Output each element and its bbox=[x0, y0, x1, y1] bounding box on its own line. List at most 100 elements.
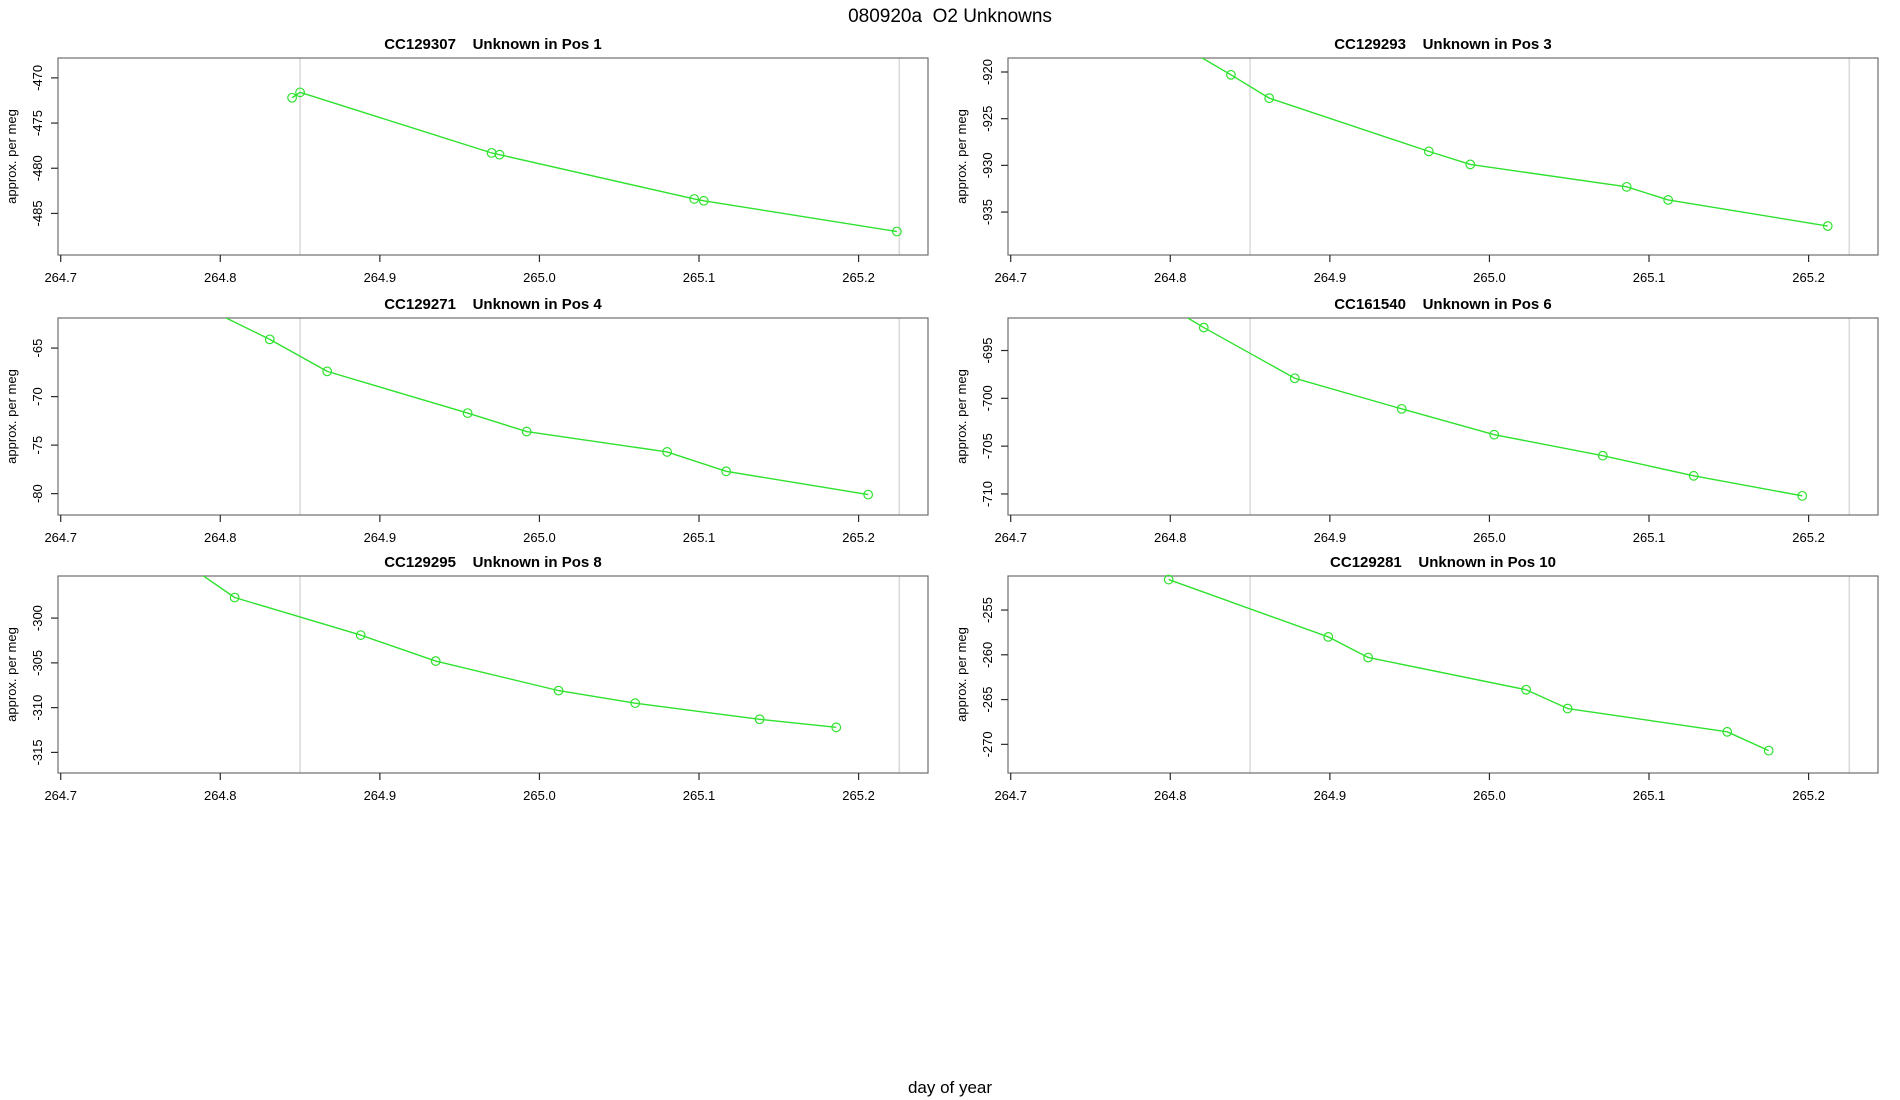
x-tick-label: 264.7 bbox=[994, 788, 1027, 803]
y-tick-label: -475 bbox=[30, 110, 45, 136]
data-point-marker bbox=[430, 656, 441, 666]
y-axis-label: approx. per meg bbox=[954, 627, 969, 722]
x-tick-label: 265.2 bbox=[1792, 788, 1825, 803]
x-tick-label: 264.7 bbox=[994, 270, 1027, 285]
data-point-marker bbox=[1423, 146, 1434, 157]
x-tick-label: 265.1 bbox=[683, 788, 716, 803]
data-point-marker bbox=[1198, 322, 1209, 333]
x-tick-label: 264.8 bbox=[1154, 788, 1187, 803]
x-tick-label: 265.0 bbox=[523, 788, 556, 803]
x-tick-label: 265.2 bbox=[842, 270, 875, 285]
data-point-marker bbox=[229, 592, 240, 603]
data-point-marker bbox=[1763, 745, 1774, 756]
data-point-marker bbox=[1621, 181, 1632, 192]
x-tick-label: 264.7 bbox=[44, 788, 77, 803]
x-tick-label: 265.0 bbox=[1473, 270, 1506, 285]
y-tick-label: -305 bbox=[30, 650, 45, 676]
x-tick-label: 264.8 bbox=[204, 270, 237, 285]
data-point-marker bbox=[831, 722, 842, 733]
panel-title: CC129295 Unknown in Pos 8 bbox=[384, 554, 602, 571]
y-tick-label: -480 bbox=[30, 155, 45, 181]
x-tick-label: 264.8 bbox=[1154, 270, 1187, 285]
y-tick-label: -935 bbox=[980, 199, 995, 225]
y-tick-label: -265 bbox=[980, 687, 995, 713]
y-axis-label: approx. per meg bbox=[4, 627, 19, 722]
data-point-marker bbox=[1226, 69, 1236, 80]
x-tick-label: 264.9 bbox=[1314, 270, 1347, 285]
x-tick-label: 264.7 bbox=[44, 530, 77, 545]
x-tick-label: 265.2 bbox=[842, 530, 875, 545]
y-tick-label: -315 bbox=[30, 739, 45, 765]
data-point-marker bbox=[1688, 470, 1699, 481]
data-line bbox=[224, 318, 869, 496]
x-tick-label: 265.1 bbox=[683, 270, 716, 285]
data-point-marker bbox=[1264, 93, 1275, 104]
axis-box bbox=[57, 317, 929, 516]
x-tick-label: 264.7 bbox=[994, 530, 1027, 545]
panel-title: CC129293 Unknown in Pos 3 bbox=[1334, 36, 1552, 53]
x-tick-label: 265.1 bbox=[1633, 788, 1666, 803]
y-axis-label: approx. per meg bbox=[4, 109, 19, 204]
data-line bbox=[291, 91, 897, 233]
data-point-marker bbox=[1323, 631, 1334, 642]
y-axis-label: approx. per meg bbox=[4, 369, 19, 464]
data-line bbox=[1186, 318, 1803, 497]
panel-title: CC161540 Unknown in Pos 6 bbox=[1334, 296, 1552, 313]
data-point-marker bbox=[1562, 703, 1573, 714]
data-point-marker bbox=[1597, 450, 1608, 461]
y-tick-label: -300 bbox=[30, 605, 45, 631]
data-point-marker bbox=[553, 685, 564, 696]
panel-plot-svg: 264.7 264.8 264.9 265.0 265.1 265.2 -255 -260 -2… bbox=[954, 574, 1879, 803]
data-point-marker bbox=[1465, 159, 1476, 170]
chart-panel-CC129307: CC129307 Unknown in Pos 1 264.7 264.8 264.9… bbox=[0, 30, 950, 292]
data-point-marker bbox=[1521, 684, 1532, 695]
data-line bbox=[202, 576, 837, 729]
x-tick-label: 264.7 bbox=[44, 270, 77, 285]
main-title: 080920a O2 Unknowns bbox=[848, 6, 1052, 27]
x-tick-label: 264.8 bbox=[1154, 530, 1187, 545]
data-point-marker bbox=[287, 92, 297, 103]
panel-plot-svg: 264.7 264.8 264.9 265.0 265.1 265.2 -65 -70 -75 -… bbox=[4, 317, 929, 545]
data-point-marker bbox=[521, 426, 532, 437]
panel-plot-svg: 264.7 264.8 264.9 265.0 265.1 265.2 -300 -305 -3… bbox=[4, 575, 929, 803]
x-tick-label: 264.9 bbox=[364, 530, 397, 545]
y-tick-label: -65 bbox=[30, 339, 45, 358]
x-tick-label: 265.1 bbox=[1633, 270, 1666, 285]
x-tick-label: 265.2 bbox=[1792, 530, 1825, 545]
y-tick-label: -75 bbox=[30, 436, 45, 455]
x-tick-label: 265.1 bbox=[1633, 530, 1666, 545]
x-tick-label: 265.2 bbox=[1792, 270, 1825, 285]
x-tick-label: 265.0 bbox=[1473, 788, 1506, 803]
data-point-marker bbox=[662, 447, 672, 457]
x-tick-label: 264.9 bbox=[364, 270, 397, 285]
axis-box bbox=[57, 575, 929, 774]
data-point-marker bbox=[689, 194, 700, 204]
axis-box bbox=[1007, 57, 1879, 256]
data-point-marker bbox=[1363, 652, 1374, 663]
x-tick-label: 265.1 bbox=[683, 530, 716, 545]
y-tick-label: -260 bbox=[980, 642, 995, 668]
data-point-marker bbox=[494, 149, 505, 160]
y-tick-label: -470 bbox=[30, 65, 45, 91]
chart-panel-CC161540: CC161540 Unknown in Pos 6 264.7 264.8 264.9… bbox=[950, 290, 1900, 552]
data-point-marker bbox=[721, 466, 732, 477]
x-tick-label: 265.2 bbox=[842, 788, 875, 803]
data-line bbox=[1200, 58, 1828, 227]
x-tick-label: 265.0 bbox=[1473, 530, 1506, 545]
y-tick-label: -270 bbox=[980, 731, 995, 757]
x-tick-label: 264.8 bbox=[204, 530, 237, 545]
x-tick-label: 264.9 bbox=[364, 788, 397, 803]
y-axis-label: approx. per meg bbox=[954, 369, 969, 464]
data-point-marker bbox=[754, 714, 765, 725]
chart-panel-CC129295: CC129295 Unknown in Pos 8 264.7 264.8 264.9… bbox=[0, 548, 950, 810]
x-tick-label: 264.8 bbox=[204, 788, 237, 803]
data-point-marker bbox=[322, 366, 333, 377]
panel-title: CC129271 Unknown in Pos 4 bbox=[384, 296, 602, 313]
panel-plot-svg: 264.7 264.8 264.9 265.0 265.1 265.2 -470 -475 -4… bbox=[4, 57, 929, 285]
x-tick-label: 265.0 bbox=[523, 270, 556, 285]
data-point-marker bbox=[891, 226, 902, 237]
data-point-marker bbox=[355, 630, 366, 640]
data-point-marker bbox=[1289, 373, 1300, 384]
panel-title: CC129281 Unknown in Pos 10 bbox=[1330, 554, 1556, 571]
data-point-marker bbox=[1489, 429, 1500, 440]
